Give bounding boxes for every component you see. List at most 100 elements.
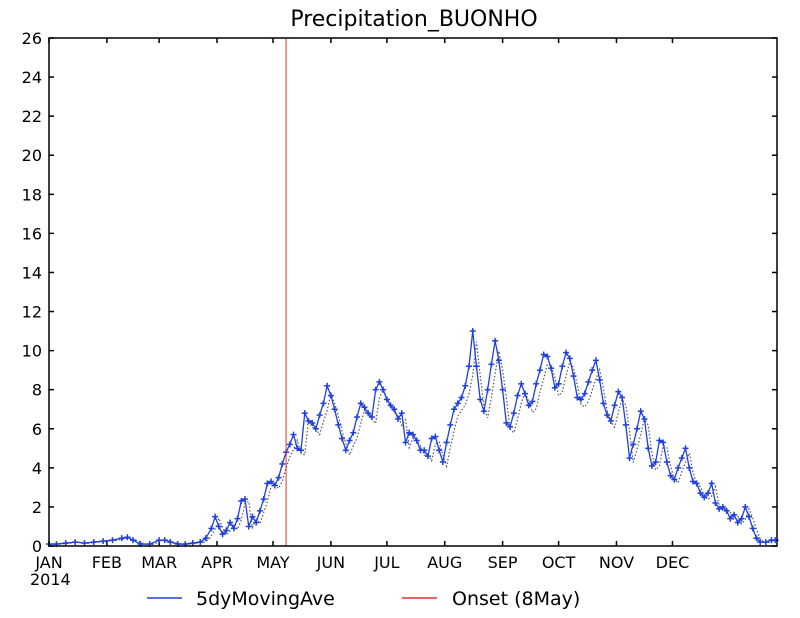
- data-point: [428, 435, 435, 442]
- data-point: [480, 408, 487, 415]
- data-point: [663, 458, 670, 465]
- data-point: [762, 539, 769, 546]
- data-point: [746, 513, 752, 520]
- data-point: [510, 410, 517, 417]
- x-tick-label: FEB: [92, 553, 122, 572]
- data-point: [686, 464, 693, 471]
- x-tick-label: NOV: [599, 553, 634, 572]
- data-point: [466, 363, 472, 370]
- data-point: [630, 441, 637, 448]
- data-point: [514, 392, 521, 399]
- data-point: [469, 328, 476, 335]
- data-point: [622, 421, 629, 428]
- data-point: [682, 445, 689, 452]
- y-tick-label: 14: [22, 263, 42, 282]
- data-point: [447, 421, 454, 428]
- data-point: [723, 507, 730, 514]
- data-point: [589, 367, 596, 374]
- data-point: [380, 386, 387, 393]
- data-point: [256, 507, 263, 514]
- data-point: [124, 534, 131, 541]
- data-point: [566, 355, 573, 362]
- data-point: [585, 378, 592, 385]
- x-tick-label: MAY: [256, 553, 290, 572]
- series-shadow-line: [52, 341, 779, 545]
- data-point: [529, 398, 536, 405]
- data-point: [648, 462, 655, 469]
- data-point: [701, 494, 708, 501]
- data-point: [432, 433, 439, 440]
- data-point: [275, 474, 282, 481]
- data-point: [413, 437, 420, 444]
- data-point: [660, 439, 667, 446]
- data-point: [641, 416, 648, 422]
- data-point: [734, 519, 741, 526]
- data-point: [600, 400, 607, 407]
- data-point: [395, 416, 402, 422]
- data-point: [383, 396, 390, 403]
- data-point: [749, 525, 756, 532]
- data-point: [90, 539, 97, 546]
- data-point: [208, 525, 215, 532]
- data-point: [488, 361, 495, 368]
- y-tick-label: 2: [32, 498, 42, 517]
- data-point: [675, 464, 682, 471]
- data-point: [253, 519, 260, 526]
- y-tick-label: 10: [22, 342, 42, 361]
- x-tick-label: JUL: [373, 553, 399, 572]
- data-point: [167, 539, 174, 546]
- data-point: [656, 437, 663, 444]
- data-point: [156, 537, 163, 544]
- data-point: [604, 412, 611, 419]
- data-point: [424, 453, 431, 460]
- data-point: [484, 386, 491, 393]
- data-point: [372, 386, 379, 393]
- data-point: [368, 414, 375, 421]
- data-point: [626, 455, 633, 462]
- y-tick-label: 18: [22, 185, 42, 204]
- data-point: [690, 478, 696, 485]
- data-point: [495, 357, 502, 364]
- data-point: [365, 410, 372, 417]
- y-tick-label: 16: [22, 224, 42, 243]
- data-point: [223, 527, 230, 534]
- legend-label-onset: Onset (8May): [452, 588, 580, 610]
- data-point: [242, 496, 248, 503]
- data-point: [279, 460, 286, 467]
- data-point: [346, 437, 353, 444]
- data-point: [522, 390, 528, 397]
- data-point: [118, 535, 125, 542]
- data-point: [540, 351, 547, 358]
- data-point: [607, 417, 614, 424]
- data-point: [443, 439, 450, 446]
- data-point: [81, 540, 88, 547]
- data-point: [458, 394, 465, 401]
- plot-series: [46, 38, 779, 548]
- data-point: [525, 402, 532, 409]
- data-point: [596, 376, 603, 383]
- data-point: [634, 425, 640, 432]
- data-point: [354, 414, 360, 421]
- data-point: [652, 458, 659, 465]
- data-point: [753, 535, 760, 542]
- data-point: [536, 367, 543, 374]
- x-tick-label: JUN: [316, 553, 345, 572]
- data-point: [327, 392, 334, 399]
- data-point: [245, 523, 252, 530]
- y-tick-label: 6: [32, 420, 42, 439]
- data-point: [298, 447, 304, 454]
- data-point: [708, 480, 715, 487]
- x-axis: JAN FEB MAR APR MAY JUN JUL AUG SEP OCT NOV DEC: [34, 38, 689, 572]
- data-point: [712, 500, 719, 507]
- data-point: [398, 410, 405, 417]
- y-tick-label: 22: [22, 107, 42, 126]
- data-point: [592, 357, 599, 364]
- data-point: [421, 447, 428, 454]
- data-point: [645, 445, 652, 452]
- data-point: [361, 404, 368, 411]
- data-point: [738, 515, 745, 522]
- data-point: [268, 478, 275, 485]
- data-point: [62, 540, 69, 547]
- data-point: [109, 537, 116, 544]
- data-point: [406, 429, 413, 436]
